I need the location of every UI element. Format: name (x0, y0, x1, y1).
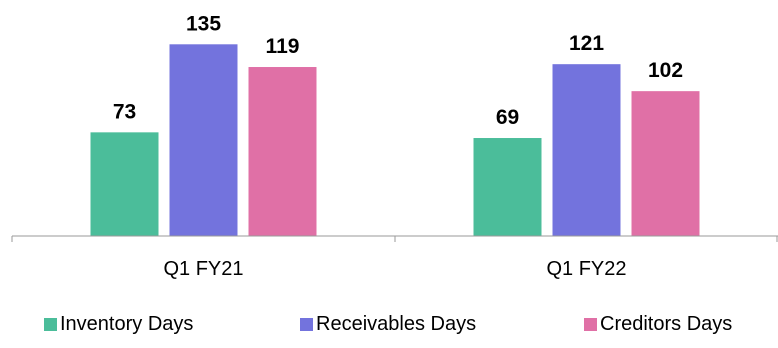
legend-label-inventory-days: Inventory Days (60, 313, 193, 335)
x-tick-label: Q1 FY22 (546, 258, 626, 280)
data-label-creditors-days-q1-fy22: 102 (648, 59, 683, 82)
data-label-inventory-days-q1-fy22: 69 (496, 106, 519, 129)
bar-receivables-days-q1-fy21 (169, 44, 238, 236)
bar-receivables-days-q1-fy22 (552, 64, 621, 237)
legend-label-creditors-days: Creditors Days (600, 313, 732, 335)
data-label-inventory-days-q1-fy21: 73 (113, 100, 136, 123)
legend: Inventory Days Receivables Days Creditors … (44, 313, 732, 335)
bar-inventory-days-q1-fy21 (90, 132, 159, 236)
data-label-creditors-days-q1-fy21: 119 (266, 35, 300, 58)
bar-creditors-days-q1-fy21 (248, 67, 317, 237)
data-labels-layer: 73 135 119 69 121 102 (113, 12, 683, 129)
data-label-receivables-days-q1-fy21: 135 (186, 12, 221, 35)
data-label-receivables-days-q1-fy22: 121 (569, 32, 604, 55)
legend-label-receivables-days: Receivables Days (316, 313, 476, 335)
bars-layer (90, 44, 700, 237)
x-tick-label: Q1 FY21 (163, 258, 243, 280)
bar-creditors-days-q1-fy22 (631, 91, 700, 236)
legend-swatch-inventory-days (44, 318, 57, 331)
x-axis: Q1 FY21 Q1 FY22 (11, 235, 778, 280)
legend-swatch-creditors-days (584, 318, 597, 331)
bar-inventory-days-q1-fy22 (473, 138, 542, 236)
legend-swatch-receivables-days (300, 318, 313, 331)
